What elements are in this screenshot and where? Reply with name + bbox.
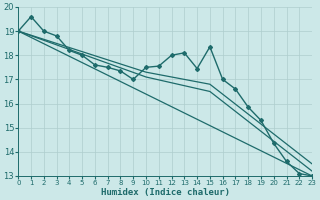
X-axis label: Humidex (Indice chaleur): Humidex (Indice chaleur) [101, 188, 230, 197]
